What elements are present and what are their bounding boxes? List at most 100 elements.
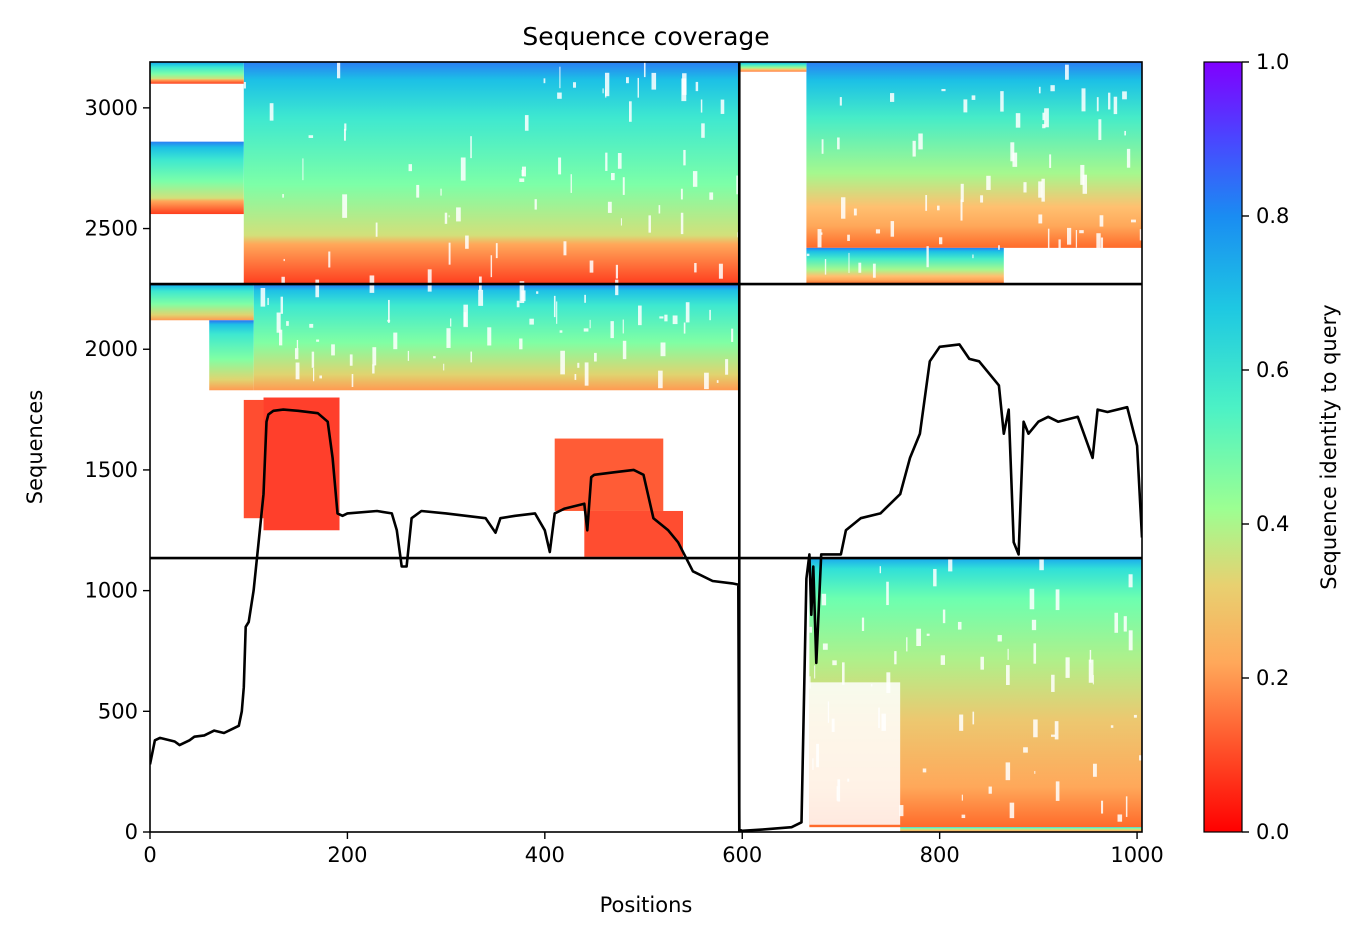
coverage-gap bbox=[1005, 762, 1011, 781]
y-tick-label: 2000 bbox=[85, 337, 138, 361]
coverage-gap bbox=[563, 241, 567, 256]
y-tick-label: 0 bbox=[125, 820, 138, 844]
coverage-gap bbox=[1124, 130, 1127, 136]
coverage-gap bbox=[1126, 148, 1131, 168]
coverage-gap bbox=[695, 81, 699, 92]
coverage-gap bbox=[584, 362, 589, 386]
coverage-gap bbox=[1065, 657, 1070, 678]
coverage-gap bbox=[594, 352, 597, 362]
coverage-gap bbox=[731, 328, 734, 342]
coverage-gap bbox=[1000, 91, 1004, 112]
coverage-gap bbox=[260, 288, 266, 307]
coverage-gap bbox=[972, 254, 974, 259]
coverage-gap bbox=[605, 152, 608, 171]
coverage-gap bbox=[560, 350, 565, 375]
coverage-gap bbox=[302, 158, 304, 181]
coverage-gap bbox=[841, 197, 846, 219]
coverage-gap bbox=[963, 99, 968, 113]
coverage-gap bbox=[375, 222, 378, 237]
coverage-gap bbox=[925, 195, 928, 211]
coverage-gap bbox=[680, 212, 684, 235]
coverage-gap bbox=[1067, 227, 1072, 245]
coverage-gap bbox=[1009, 802, 1015, 819]
plot-frame bbox=[149, 61, 1143, 833]
coverage-gap bbox=[899, 805, 904, 817]
coverage-gap bbox=[858, 262, 862, 273]
coverage-block bbox=[900, 827, 1142, 832]
coverage-gap bbox=[344, 123, 347, 131]
coverage-gap bbox=[558, 157, 562, 175]
coverage-gap bbox=[584, 294, 586, 303]
coverage-gap bbox=[704, 372, 709, 390]
coverage-gap bbox=[343, 128, 346, 141]
coverage-gap bbox=[1082, 174, 1087, 194]
coverage-gap bbox=[416, 184, 420, 198]
coverage-gap bbox=[806, 253, 810, 257]
x-tick-label: 0 bbox=[143, 843, 156, 867]
y-tick-label: 1500 bbox=[85, 458, 138, 482]
coverage-gap bbox=[446, 328, 451, 348]
coverage-gap bbox=[1051, 734, 1056, 737]
coverage-gap bbox=[281, 276, 285, 284]
coverage-gap bbox=[998, 245, 1000, 250]
coverage-gap bbox=[942, 609, 946, 624]
coverage-gap bbox=[1126, 264, 1129, 273]
coverage-gap bbox=[589, 319, 591, 329]
coverage-gap bbox=[1007, 648, 1009, 660]
coverage-gap bbox=[918, 133, 923, 150]
coverage-gap bbox=[1012, 152, 1018, 167]
coverage-gap bbox=[1033, 719, 1038, 738]
coverage-gap bbox=[1089, 649, 1092, 663]
coverage-gap bbox=[948, 548, 953, 572]
coverage-gap bbox=[283, 258, 285, 262]
coverage-gap bbox=[847, 234, 850, 241]
coverage-gap bbox=[980, 195, 984, 203]
coverage-gap bbox=[427, 269, 432, 292]
coverage-gap bbox=[894, 651, 897, 665]
coverage-gap bbox=[331, 344, 335, 356]
low-identity-region bbox=[263, 397, 340, 531]
coverage-gap bbox=[286, 321, 289, 326]
coverage-gap bbox=[658, 205, 661, 214]
coverage-gap bbox=[1122, 91, 1127, 100]
coverage-gap bbox=[638, 305, 642, 326]
coverage-gap bbox=[279, 329, 283, 346]
low-identity-region bbox=[243, 399, 264, 519]
coverage-gap bbox=[589, 260, 594, 273]
coverage-gap bbox=[444, 212, 448, 224]
coverage-gap bbox=[940, 655, 945, 665]
coverage-gap bbox=[1029, 588, 1035, 610]
coverage-gap bbox=[709, 309, 711, 321]
coverage-block bbox=[150, 141, 244, 215]
coverage-gap bbox=[280, 296, 283, 314]
coverage-gap bbox=[957, 621, 962, 630]
coverage-gap bbox=[809, 682, 901, 825]
coverage-gap bbox=[610, 321, 614, 339]
coverage-gap bbox=[664, 314, 668, 322]
coverage-block bbox=[150, 284, 254, 321]
coverage-gap bbox=[1041, 178, 1045, 202]
coverage-gap bbox=[534, 199, 537, 210]
coverage-gap bbox=[1088, 659, 1094, 683]
coverage-gap bbox=[1023, 747, 1028, 753]
coverage-gap bbox=[1038, 86, 1041, 94]
coverage-gap bbox=[1117, 814, 1123, 822]
coverage-gap bbox=[1058, 239, 1061, 257]
coverage-gap bbox=[572, 82, 577, 88]
coverage-gap bbox=[822, 643, 828, 650]
coverage-gap bbox=[1079, 230, 1084, 234]
coverage-gap bbox=[1114, 612, 1119, 633]
coverage-gap bbox=[622, 340, 627, 360]
coverage-gap bbox=[433, 356, 436, 359]
coverage-gap bbox=[522, 166, 526, 177]
coverage-gap bbox=[351, 373, 354, 387]
heatmap-layer bbox=[150, 62, 1142, 832]
coverage-gap bbox=[372, 347, 377, 366]
x-tick-label: 1000 bbox=[1110, 843, 1163, 867]
colorbar-tick-label: 0.6 bbox=[1256, 358, 1289, 382]
coverage-gap bbox=[543, 78, 546, 84]
coverage-gap bbox=[837, 137, 840, 150]
coverage-gap bbox=[243, 81, 246, 89]
colorbar-tick-label: 0.2 bbox=[1256, 666, 1289, 690]
